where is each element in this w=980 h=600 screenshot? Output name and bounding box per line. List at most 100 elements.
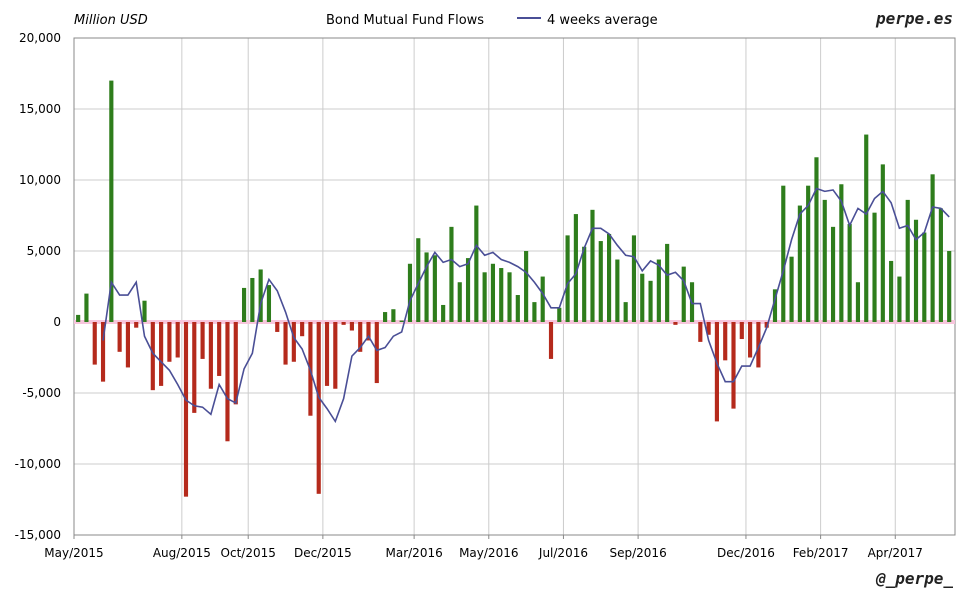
flow-bar [374, 322, 379, 384]
flow-bar [598, 241, 603, 322]
flow-bar [781, 185, 786, 322]
flow-bar [134, 322, 139, 328]
flow-bar [814, 157, 819, 322]
y-tick-label: 15,000 [19, 102, 61, 116]
flow-bar [192, 322, 197, 413]
flow-bar [938, 208, 943, 322]
flow-bar [673, 322, 678, 325]
flow-bar [200, 322, 205, 359]
flow-bar [748, 322, 753, 358]
flow-bar [275, 322, 280, 332]
flow-bar [930, 174, 935, 322]
unit-label: Million USD [74, 13, 148, 28]
flow-bar [175, 322, 180, 358]
legend-line-label: 4 weeks average [547, 13, 658, 28]
flow-bar [872, 212, 877, 322]
flow-bar [333, 322, 338, 389]
flow-bar [92, 322, 97, 365]
flow-bar [855, 282, 861, 322]
flow-bar [615, 259, 620, 322]
flow-bar [449, 226, 454, 322]
flow-bar [341, 322, 346, 325]
flow-bar [822, 199, 827, 322]
flow-bar [283, 322, 288, 365]
flow-bar [125, 322, 130, 368]
flow-bar [681, 266, 686, 322]
flow-bar [623, 302, 628, 322]
flow-bar [640, 273, 645, 322]
y-tick-label: 10,000 [19, 173, 61, 187]
flow-bar [656, 259, 661, 322]
flow-bar [266, 285, 272, 322]
y-tick-label: -15,000 [15, 528, 61, 542]
x-tick-label: Apr/2017 [868, 546, 923, 560]
flow-bar [225, 322, 230, 442]
flow-bar [84, 293, 89, 322]
axis-layer: -15,000 -10,000 -5,000 0 5,000 10,000 15,000 20… [15, 31, 923, 560]
grid-layer [73, 37, 956, 536]
flow-bar [441, 304, 446, 322]
flow-bar [208, 322, 213, 389]
average-line [102, 187, 950, 424]
flow-bar [905, 199, 910, 322]
flow-bar [424, 252, 429, 322]
x-tick-label: Sep/2016 [610, 546, 667, 560]
brand-top: perpe.es [875, 9, 953, 28]
flow-bar [573, 214, 578, 322]
flow-bar [316, 322, 321, 494]
flow-bar [507, 272, 512, 322]
y-tick-label: 20,000 [19, 31, 61, 45]
y-tick-label: -5,000 [22, 386, 61, 400]
chart-title: Bond Mutual Fund Flows [326, 13, 484, 28]
flow-bar [830, 226, 836, 322]
flow-bar [383, 312, 388, 322]
flow-bar [731, 322, 736, 409]
flow-bar [947, 251, 952, 322]
plot-frame [73, 37, 956, 536]
bars-layer [76, 80, 952, 497]
flow-bar [847, 224, 852, 322]
flow-bar [76, 314, 81, 322]
flow-bar [358, 322, 363, 352]
flow-bar [499, 268, 504, 322]
flow-bar [839, 184, 844, 322]
flow-bar [565, 235, 570, 322]
x-tick-label: Dec/2015 [294, 546, 352, 560]
x-tick-label: Aug/2015 [153, 546, 211, 560]
flow-bar [117, 322, 122, 352]
flow-bar [806, 185, 811, 322]
flow-bar [159, 322, 164, 386]
flow-bar [324, 322, 330, 386]
flow-bar [665, 243, 670, 322]
flow-bar [183, 322, 189, 497]
y-tick-label: 0 [53, 315, 61, 329]
brand-bottom: @_perpe_ [875, 569, 953, 588]
x-tick-label: Feb/2017 [793, 546, 849, 560]
flow-bar [557, 307, 562, 322]
y-tick-label: -10,000 [15, 457, 61, 471]
flow-bar [366, 322, 371, 341]
flow-bar [391, 309, 396, 322]
flow-bar [540, 276, 545, 322]
flow-bar [474, 205, 479, 322]
flow-bar [416, 238, 421, 322]
x-tick-label: May/2016 [459, 546, 518, 560]
flow-bar [698, 322, 703, 342]
flow-bar [714, 322, 719, 422]
flow-bar [789, 256, 794, 322]
flow-bar [217, 322, 222, 376]
flow-bar [349, 322, 354, 331]
x-tick-label: Mar/2016 [386, 546, 443, 560]
flow-bar [233, 322, 238, 405]
flow-bar [241, 287, 247, 322]
flow-bar [764, 322, 769, 328]
y-tick-label: 5,000 [27, 244, 61, 258]
flow-bar [864, 134, 869, 322]
flow-bar [922, 232, 927, 322]
flow-bar [548, 322, 554, 359]
flow-bar [250, 277, 255, 322]
flow-bar [407, 263, 413, 322]
x-tick-label: Dec/2016 [717, 546, 775, 560]
x-tick-label: Jul/2016 [538, 546, 588, 560]
